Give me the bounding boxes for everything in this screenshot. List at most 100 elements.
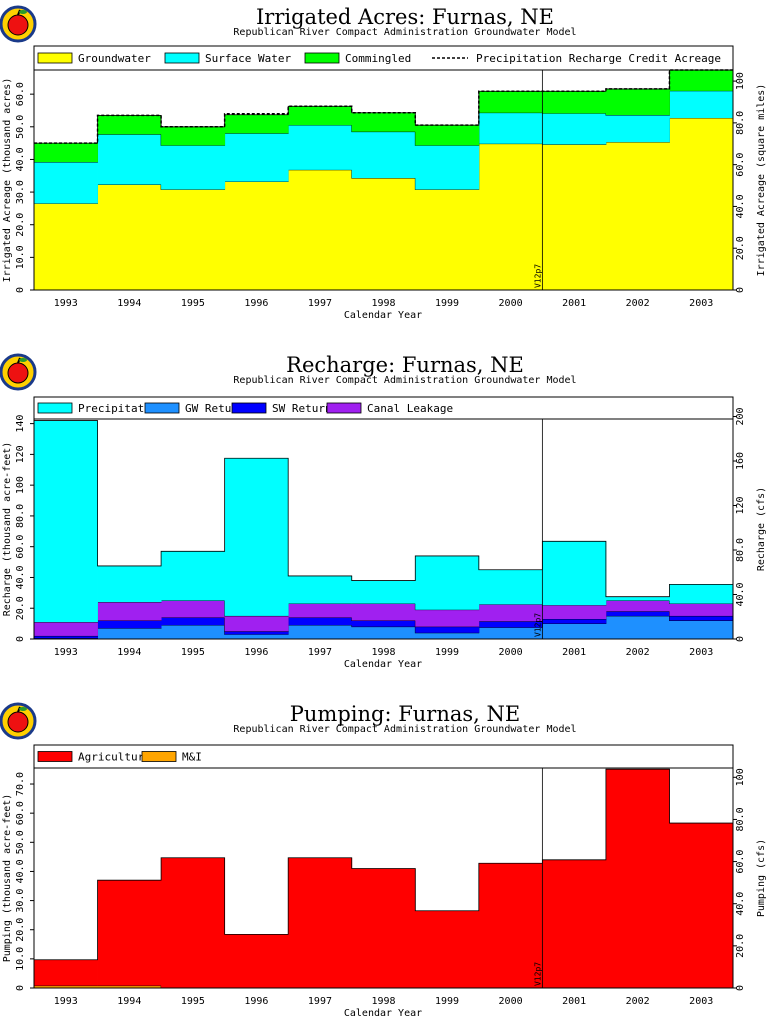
area-segment — [542, 144, 607, 290]
series-outline — [34, 768, 733, 961]
y-tick-label: 40.0 — [15, 859, 26, 883]
legend-label: SW Returns — [272, 402, 338, 415]
legend-label: Precipitation — [78, 402, 164, 415]
area-segment — [542, 605, 607, 619]
area-segment — [288, 106, 353, 126]
y-axis-label: Irrigated Acreage (thousand acres) — [2, 78, 13, 283]
area-segment — [224, 634, 289, 639]
y-axis-label: Recharge (thousand acre-feet) — [2, 442, 13, 617]
x-tick-label: 2000 — [499, 298, 523, 309]
area-segment — [97, 602, 162, 621]
area-segment — [97, 628, 162, 639]
area-segment — [605, 115, 670, 143]
legend-label: Canal Leakage — [367, 402, 453, 415]
y-tick-label: 40.0 — [15, 147, 26, 171]
overlay-line — [34, 69, 733, 144]
y-axis-label: Pumping (thousand acre-feet) — [2, 794, 13, 963]
logo-apple — [7, 14, 29, 36]
area-segment — [415, 145, 480, 190]
area-segment — [288, 125, 353, 170]
area-segment — [224, 181, 289, 290]
y2-tick-label: 0 — [735, 985, 746, 991]
x-tick-label: 1997 — [308, 647, 332, 658]
logo-leaf — [19, 358, 27, 362]
legend-swatch — [231, 402, 267, 414]
y-tick-label: 10.0 — [15, 245, 26, 269]
area-segment — [669, 117, 734, 290]
area-segment — [224, 114, 289, 134]
x-tick-label: 2001 — [562, 647, 586, 658]
y2-tick-label: 160 — [735, 452, 746, 470]
legend-swatch — [37, 52, 73, 64]
area-segment — [415, 632, 480, 639]
plot-frame — [33, 767, 734, 989]
x-tick-label: 1997 — [308, 298, 332, 309]
series-precipitation — [34, 420, 734, 623]
y2-tick-label: 20.0 — [735, 934, 746, 958]
area-segment — [542, 859, 607, 988]
y2-tick-label: 0 — [735, 287, 746, 293]
area-segment — [288, 617, 353, 626]
legend-label: Groundwater — [78, 52, 151, 65]
area-segment — [669, 584, 734, 604]
logo-stem — [17, 9, 21, 16]
area-segment — [97, 985, 162, 988]
plot-frame — [33, 69, 734, 291]
area-segment — [351, 868, 416, 988]
x-tick-label: 2001 — [562, 298, 586, 309]
area-segment — [97, 620, 162, 629]
x-tick-label: 1996 — [244, 298, 268, 309]
y-tick-label: 0 — [15, 985, 26, 991]
area-segment — [351, 626, 416, 639]
legend: Agricultural M&I — [33, 744, 734, 769]
x-tick-label: 1996 — [244, 996, 268, 1007]
area-segment — [415, 125, 480, 146]
apple-logo — [0, 5, 37, 43]
area-segment — [34, 635, 98, 639]
area-segment — [669, 615, 734, 621]
x-tick-label: 1998 — [371, 298, 395, 309]
version-marker-label: V12p7 — [533, 962, 542, 986]
chart-subtitle: Republican River Compact Administration … — [233, 375, 576, 386]
area-segment — [224, 615, 289, 632]
area-segment — [669, 90, 734, 118]
area-segment — [224, 458, 289, 616]
x-tick-label: 1993 — [54, 996, 78, 1007]
y-tick-label: 60.0 — [15, 801, 26, 825]
legend: Precipitation GW Returns SW Returns Canal L… — [33, 396, 734, 420]
legend-swatch — [144, 402, 180, 414]
area-segment — [351, 178, 416, 290]
area-segment — [605, 142, 670, 290]
apple-logo — [0, 353, 37, 391]
x-tick-label: 2003 — [689, 647, 713, 658]
y2-tick-label: 60.0 — [735, 153, 746, 177]
area-segment — [224, 133, 289, 182]
area-segment — [669, 70, 734, 91]
legend-swatch — [141, 751, 177, 762]
area-segment — [605, 88, 670, 116]
x-tick-label: 1994 — [117, 996, 141, 1007]
area-segment — [224, 934, 289, 988]
area-segment — [161, 617, 226, 626]
plot-area — [34, 69, 734, 290]
x-tick-label: 2001 — [562, 996, 586, 1007]
logo-stem — [17, 706, 21, 713]
area-segment — [161, 145, 226, 190]
y-tick-label: 60.0 — [15, 535, 26, 559]
x-tick-label: 2003 — [689, 996, 713, 1007]
legend-label: M&I — [182, 751, 202, 764]
area-segment — [351, 620, 416, 627]
x-tick-label: 1995 — [181, 996, 205, 1007]
area-segment — [97, 115, 162, 135]
x-tick-label: 1999 — [435, 647, 459, 658]
area-segment — [605, 596, 670, 601]
y-tick-label: 0 — [15, 287, 26, 293]
area-segment — [542, 91, 607, 114]
area-segment — [351, 131, 416, 179]
area-segment — [415, 910, 480, 988]
area-segment — [34, 985, 98, 988]
y-tick-label: 30.0 — [15, 889, 26, 913]
area-segment — [478, 604, 543, 622]
